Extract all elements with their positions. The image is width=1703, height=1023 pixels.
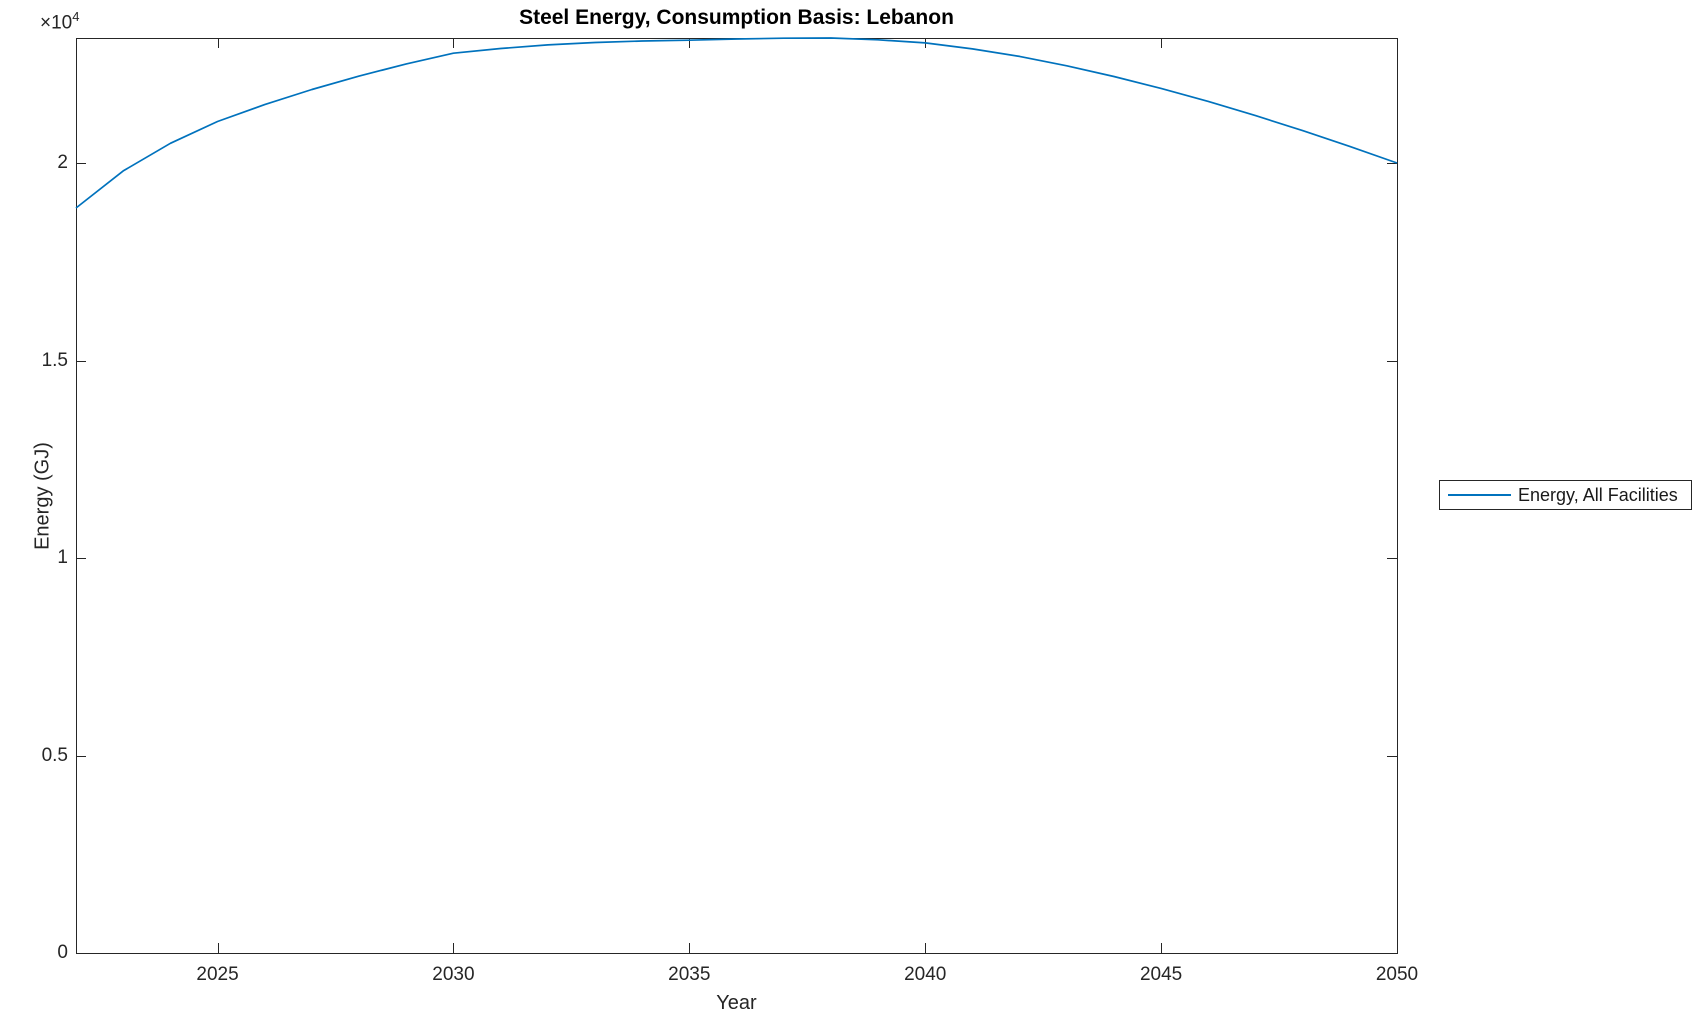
energy-series-line	[75, 37, 1398, 209]
y-tick-label: 0	[57, 942, 68, 963]
y-axis-multiplier: ×104	[40, 9, 79, 34]
x-tick-label: 2035	[668, 964, 711, 985]
y-tick-label: 2	[57, 152, 68, 173]
legend-line-sample	[1448, 494, 1511, 496]
x-tick-label: 2045	[1139, 964, 1183, 985]
x-tick-label: 2025	[196, 964, 239, 985]
legend-entry-label: Energy, All Facilities	[1518, 484, 1678, 505]
y-tick-label: 1.5	[41, 349, 68, 371]
y-axis-multiplier-exponent: 4	[72, 9, 80, 24]
y-axis-label: Energy (GJ)	[31, 442, 54, 550]
x-tick-label: 2040	[904, 964, 947, 985]
chart-title: Steel Energy, Consumption Basis: Lebanon	[519, 6, 954, 29]
legend: Energy, All Facilities	[1439, 480, 1692, 510]
y-axis-multiplier-base: ×10	[40, 12, 73, 34]
x-tick-label: 2030	[432, 964, 475, 985]
y-tick-label: 0.5	[41, 744, 68, 766]
x-tick-label: 2050	[1375, 964, 1419, 985]
plot-box	[76, 38, 1398, 954]
x-axis-label: Year	[716, 992, 757, 1014]
y-tick-label: 1	[57, 547, 68, 568]
